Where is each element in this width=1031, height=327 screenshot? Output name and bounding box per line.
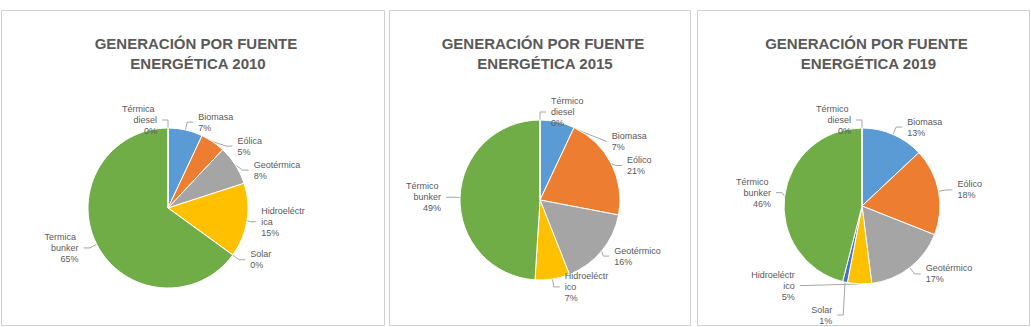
svg-text:16%: 16% [614, 257, 632, 267]
svg-text:0%: 0% [144, 126, 157, 136]
svg-text:Hidroeléctr: Hidroeléctr [751, 270, 795, 280]
svg-text:Geotérmico: Geotérmico [926, 263, 973, 273]
svg-text:8%: 8% [254, 171, 267, 181]
svg-text:7%: 7% [612, 142, 625, 152]
svg-text:Térmica: Térmica [122, 104, 157, 114]
svg-text:Geotérmico: Geotérmico [614, 246, 661, 256]
svg-text:Biomasa: Biomasa [907, 117, 942, 127]
svg-text:Térmico: Térmico [816, 104, 851, 114]
svg-text:Térmico: Térmico [551, 96, 586, 106]
svg-text:Térmico: Térmico [736, 177, 771, 187]
svg-text:Hidroeléctr: Hidroeléctr [261, 206, 305, 216]
svg-text:Geotérmica: Geotérmica [254, 160, 301, 170]
svg-text:ico: ico [565, 282, 577, 292]
svg-text:ENERGÉTICA 2019: ENERGÉTICA 2019 [801, 55, 936, 72]
svg-text:0%: 0% [250, 260, 263, 270]
svg-text:GENERACIÓN POR FUENTE: GENERACIÓN POR FUENTE [765, 35, 972, 52]
svg-text:Eólico: Eólico [627, 155, 652, 165]
svg-text:diesel: diesel [133, 115, 157, 125]
svg-text:18%: 18% [957, 190, 975, 200]
svg-text:0%: 0% [838, 126, 851, 136]
svg-text:Hidroeléctr: Hidroeléctr [565, 271, 609, 281]
svg-text:7%: 7% [198, 123, 211, 133]
svg-text:13%: 13% [907, 128, 925, 138]
svg-text:5%: 5% [237, 147, 250, 157]
svg-text:ico: ico [783, 281, 795, 291]
svg-text:GENERACIÓN POR FUENTE: GENERACIÓN POR FUENTE [95, 35, 302, 52]
svg-text:Biomasa: Biomasa [612, 131, 647, 141]
svg-text:Eólico: Eólico [957, 179, 982, 189]
svg-text:17%: 17% [926, 274, 944, 284]
svg-text:bunker: bunker [414, 192, 442, 202]
svg-text:65%: 65% [61, 254, 79, 264]
svg-text:Eólica: Eólica [237, 136, 262, 146]
svg-text:Solar: Solar [811, 305, 832, 315]
svg-text:bunker: bunker [744, 188, 772, 198]
svg-text:ENERGÉTICA 2010: ENERGÉTICA 2010 [130, 55, 265, 72]
svg-text:diesel: diesel [551, 107, 575, 117]
svg-text:diesel: diesel [827, 115, 851, 125]
svg-text:Termica: Termica [45, 232, 79, 242]
svg-text:7%: 7% [565, 293, 578, 303]
svg-text:bunker: bunker [51, 243, 79, 253]
svg-text:21%: 21% [627, 166, 645, 176]
svg-text:49%: 49% [423, 203, 441, 213]
svg-text:GENERACIÓN POR FUENTE: GENERACIÓN POR FUENTE [442, 35, 649, 52]
svg-text:ENERGÉTICA 2015: ENERGÉTICA 2015 [477, 55, 612, 72]
svg-text:0%: 0% [551, 118, 564, 128]
svg-text:Biomasa: Biomasa [198, 112, 233, 122]
svg-text:1%: 1% [819, 316, 832, 326]
svg-text:Solar: Solar [250, 249, 271, 259]
svg-text:15%: 15% [261, 228, 279, 238]
svg-text:46%: 46% [753, 199, 771, 209]
svg-text:ica: ica [261, 217, 273, 227]
svg-text:5%: 5% [782, 292, 795, 302]
svg-text:Térmico: Térmico [406, 181, 441, 191]
